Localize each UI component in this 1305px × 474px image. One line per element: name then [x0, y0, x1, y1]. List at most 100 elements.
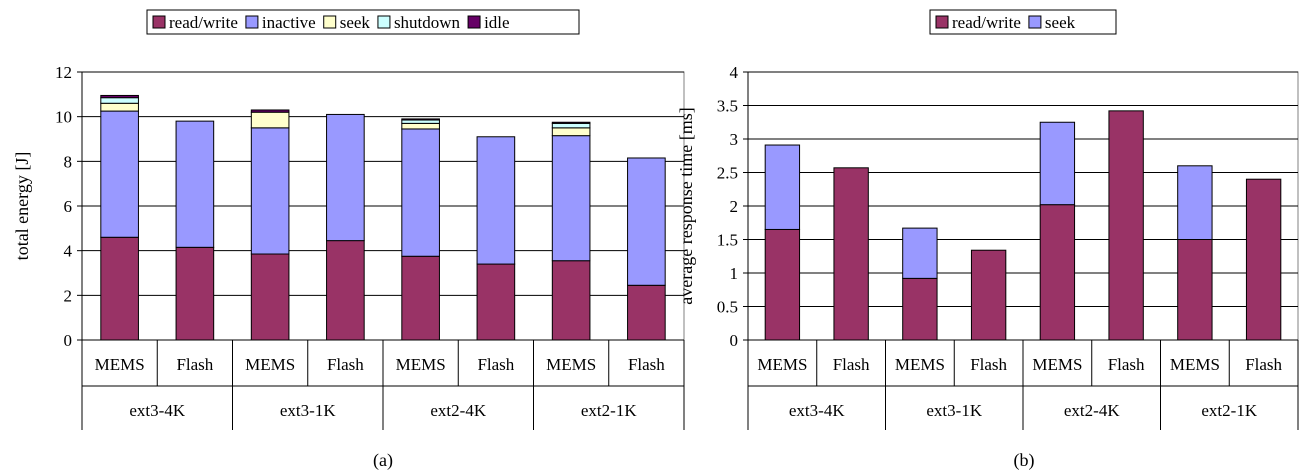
y-tick-label: 2.5 [717, 164, 738, 183]
x-tick-label: MEMS [895, 355, 945, 374]
y-axis-label: total energy [J] [12, 152, 32, 261]
y-tick-label: 10 [55, 108, 72, 127]
y-tick-label: 1 [730, 264, 739, 283]
bar-segment-idle [401, 118, 440, 121]
y-tick-label: 6 [64, 197, 73, 216]
legend-label: shutdown [394, 13, 461, 32]
group-label: ext2-1K [1201, 401, 1257, 420]
bar-segment-read-write [551, 260, 591, 341]
x-tick-label: Flash [1108, 355, 1145, 374]
bar-segment-read-write [833, 167, 869, 341]
x-tick-label: Flash [1245, 355, 1282, 374]
y-tick-label: 8 [64, 152, 73, 171]
bar-segment-seek [100, 102, 139, 112]
group-label: ext2-1K [581, 401, 637, 420]
bar-segment-inactive [627, 157, 666, 286]
legend-swatch [152, 15, 166, 29]
bar-segment-shutdown [401, 119, 440, 124]
x-tick-label: MEMS [1032, 355, 1082, 374]
x-tick-label: Flash [477, 355, 514, 374]
bar-segment-idle [100, 94, 139, 99]
bar-segment-seek [401, 122, 440, 130]
x-tick-label: MEMS [245, 355, 295, 374]
x-tick-label: MEMS [95, 355, 145, 374]
y-axis-label: average response time [ms] [676, 107, 696, 304]
bar-segment-read-write [100, 236, 139, 341]
bar-segment-shutdown [551, 122, 591, 129]
legend: read/write seek [929, 9, 1117, 35]
bar-segment-inactive [401, 128, 440, 257]
bar-segment-seek [551, 127, 591, 137]
legend-label: inactive [262, 13, 316, 32]
legend-label: read/write [169, 13, 238, 32]
x-tick-label: MEMS [546, 355, 596, 374]
bar-segment-seek [250, 111, 290, 129]
y-tick-label: 3.5 [717, 97, 738, 116]
bar-segment-idle [250, 109, 290, 113]
bar-segment-inactive [250, 127, 290, 255]
legend-box [146, 9, 580, 35]
bar-segment-seek [902, 227, 938, 279]
bar-segment-read-write [326, 240, 365, 341]
bar-segment-idle [551, 121, 591, 124]
group-label: ext3-4K [789, 401, 845, 420]
bar-segment-read-write [970, 249, 1007, 341]
y-tick-label: 0.5 [717, 298, 738, 317]
x-tick-label: Flash [628, 355, 665, 374]
y-tick-label: 2 [730, 197, 739, 216]
y-tick-label: 4 [730, 63, 739, 82]
x-tick-label: Flash [833, 355, 870, 374]
bar-segment-read-write [1039, 204, 1076, 341]
figure-caption: (b) [1014, 450, 1035, 471]
chart-a: 0 2 4 6 8 10 12 MEMS Flash MEMS Flash MEMS Flash MEMS… [12, 9, 685, 471]
legend-label: idle [484, 13, 510, 32]
legend-swatch [245, 15, 259, 29]
bar-segment-read-write [401, 255, 440, 341]
legend-label: seek [340, 13, 371, 32]
legend-box [929, 9, 1117, 35]
group-label: ext3-1K [926, 401, 982, 420]
bar-segment-read-write [902, 277, 938, 341]
bar-segment-seek [1039, 121, 1076, 206]
bar-segment-read-write [1108, 110, 1144, 341]
x-tick-label: Flash [327, 355, 364, 374]
y-tick-label: 4 [64, 242, 73, 261]
legend-swatch [935, 15, 949, 29]
group-label: ext2-4K [1064, 401, 1120, 420]
bar-segment-read-write [1245, 178, 1282, 341]
legend-swatch [323, 15, 337, 29]
bar-segment-read-write [627, 284, 666, 341]
y-tick-label: 0 [64, 331, 73, 350]
x-tick-label: Flash [176, 355, 213, 374]
bar-segment-read-write [476, 263, 516, 341]
legend-swatch [467, 15, 481, 29]
bar-segment-seek [764, 144, 801, 230]
y-tick-label: 0 [730, 331, 739, 350]
group-label: ext3-4K [129, 401, 185, 420]
x-tick-label: Flash [970, 355, 1007, 374]
x-tick-label: MEMS [1170, 355, 1220, 374]
y-tick-label: 1.5 [717, 231, 738, 250]
group-label: ext2-4K [430, 401, 486, 420]
bar-segment-inactive [476, 136, 516, 265]
chart-b: 0 0.5 1 1.5 2 2.5 3 3.5 4 MEMS Flash MEMS Flash MEMS F… [676, 9, 1299, 471]
bar-segment-read-write [250, 253, 290, 341]
bar-segment-read-write [764, 228, 801, 341]
bar-segment-inactive [175, 120, 215, 248]
legend-swatch [377, 15, 391, 29]
y-tick-label: 2 [64, 286, 73, 305]
y-tick-label: 12 [55, 63, 72, 82]
legend-swatch [1028, 15, 1042, 29]
bar-segment-shutdown [100, 97, 139, 104]
figure-caption: (a) [373, 450, 393, 471]
legend-label: read/write [952, 13, 1021, 32]
bar-segment-seek [1177, 165, 1213, 240]
bar-segment-read-write [175, 246, 215, 341]
legend-label: seek [1045, 13, 1076, 32]
group-label: ext3-1K [280, 401, 336, 420]
x-tick-label: MEMS [757, 355, 807, 374]
bar-segment-read-write [1177, 239, 1213, 341]
bar-segment-inactive [551, 135, 591, 262]
y-tick-label: 3 [730, 130, 739, 149]
